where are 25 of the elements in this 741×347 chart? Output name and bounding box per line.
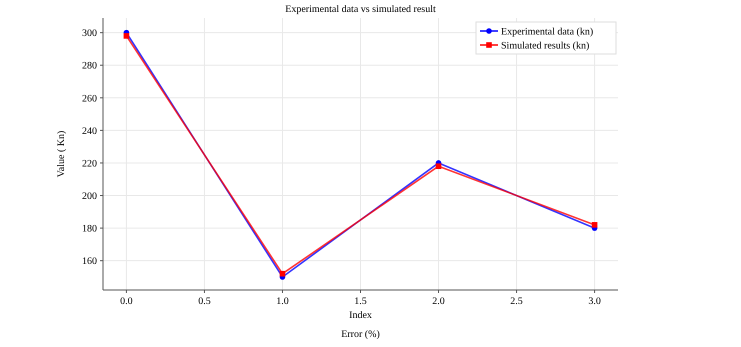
y-tick-label: 300 bbox=[82, 28, 97, 40]
x-tick-label: 0.5 bbox=[198, 296, 211, 307]
text: Error (%) bbox=[341, 329, 380, 340]
x-axis-title: Index bbox=[349, 310, 372, 321]
x-tick-label: 3.0 bbox=[588, 296, 601, 307]
y-tick-label: 160 bbox=[82, 256, 97, 268]
x-tick-label: 1.0 bbox=[276, 296, 289, 307]
point bbox=[436, 163, 442, 170]
x-tick-label: 1.5 bbox=[354, 296, 367, 307]
y-tick-label: 260 bbox=[82, 93, 97, 104]
x-tick-label: 0.0 bbox=[120, 296, 133, 307]
y-tick-label: 240 bbox=[82, 126, 97, 137]
y-tick-label: 180 bbox=[82, 224, 97, 235]
point bbox=[280, 270, 286, 277]
legend-label: Experimental data (kn) bbox=[501, 26, 594, 38]
x-tick-label: 2.5 bbox=[510, 296, 523, 307]
point bbox=[592, 222, 598, 228]
x-tick-label: 2.0 bbox=[432, 296, 445, 307]
y-tick-label: 220 bbox=[82, 158, 97, 170]
y-tick-label: 200 bbox=[82, 191, 97, 202]
y-tick-label: 280 bbox=[82, 60, 97, 72]
legend-label: Simulated results (kn) bbox=[501, 40, 590, 52]
y-axis-title: Value ( Kn) bbox=[56, 130, 67, 178]
chart-title: Experimental data vs simulated result bbox=[285, 4, 436, 15]
point bbox=[124, 33, 130, 39]
